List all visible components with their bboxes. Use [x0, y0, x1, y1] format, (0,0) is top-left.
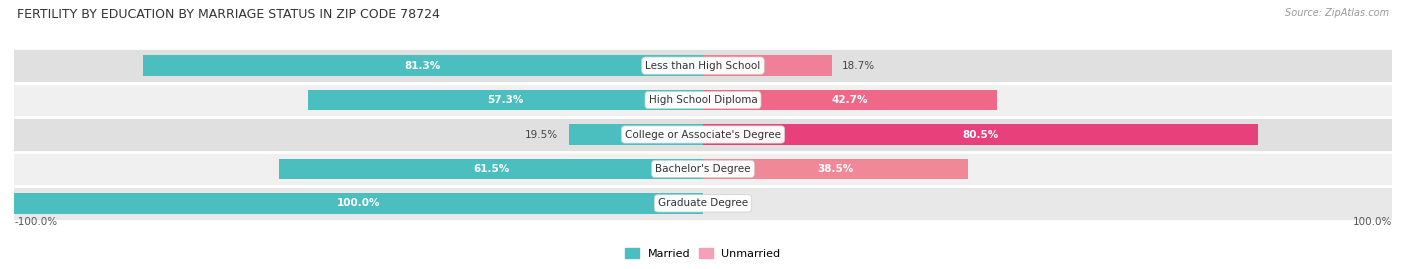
Text: FERTILITY BY EDUCATION BY MARRIAGE STATUS IN ZIP CODE 78724: FERTILITY BY EDUCATION BY MARRIAGE STATU… [17, 8, 440, 21]
Bar [14, 48, 1392, 83]
Text: 18.7%: 18.7% [842, 61, 876, 71]
Text: 19.5%: 19.5% [526, 129, 558, 140]
Bar [308, 90, 703, 110]
Text: 100.0%: 100.0% [337, 198, 380, 208]
Text: Source: ZipAtlas.com: Source: ZipAtlas.com [1285, 8, 1389, 18]
Text: Bachelor's Degree: Bachelor's Degree [655, 164, 751, 174]
Text: 57.3%: 57.3% [488, 95, 524, 105]
Bar [703, 124, 1257, 145]
Bar [14, 193, 703, 214]
Bar [703, 159, 969, 179]
Bar [568, 124, 703, 145]
Bar [143, 55, 703, 76]
Text: High School Diploma: High School Diploma [648, 95, 758, 105]
Text: 61.5%: 61.5% [472, 164, 509, 174]
Bar [703, 55, 832, 76]
Bar [14, 83, 1392, 117]
Text: College or Associate's Degree: College or Associate's Degree [626, 129, 780, 140]
Text: 81.3%: 81.3% [405, 61, 441, 71]
Bar [703, 90, 997, 110]
Text: 100.0%: 100.0% [1353, 217, 1392, 227]
Text: 42.7%: 42.7% [832, 95, 869, 105]
Bar [14, 152, 1392, 186]
Legend: Married, Unmarried: Married, Unmarried [621, 244, 785, 263]
Text: Graduate Degree: Graduate Degree [658, 198, 748, 208]
Text: Less than High School: Less than High School [645, 61, 761, 71]
Text: 38.5%: 38.5% [817, 164, 853, 174]
Text: -100.0%: -100.0% [14, 217, 58, 227]
Text: 80.5%: 80.5% [962, 129, 998, 140]
Bar [14, 186, 1392, 221]
Text: 0.0%: 0.0% [713, 198, 740, 208]
Bar [14, 117, 1392, 152]
Bar [280, 159, 703, 179]
